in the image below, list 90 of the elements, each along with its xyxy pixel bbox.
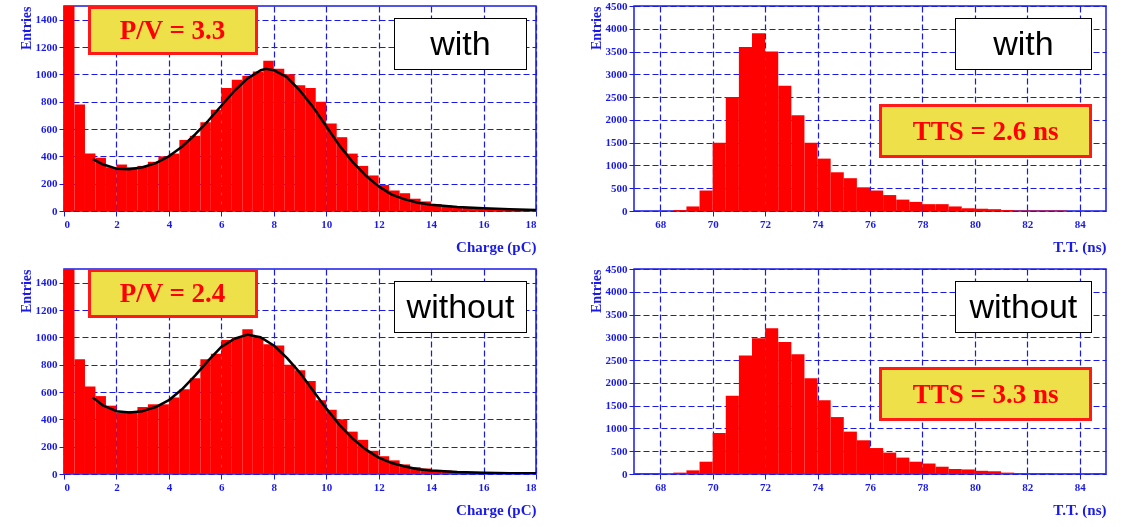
y-axis-title: Entries [18, 5, 34, 51]
y-tick-label: 0 [52, 467, 58, 480]
annotation: TTS = 3.3 ns [879, 367, 1092, 421]
x-tick-label: 70 [707, 480, 720, 493]
y-tick-label: 600 [41, 385, 58, 398]
x-tick-label: 16 [478, 217, 491, 230]
x-axis-title: Charge (pC) [456, 501, 537, 519]
x-tick-label: 12 [373, 480, 386, 493]
y-tick-label: 1500 [605, 399, 628, 412]
x-tick-label: 0 [64, 480, 71, 493]
x-tick-label: 74 [812, 480, 825, 493]
y-tick-label: 500 [611, 444, 628, 457]
y-tick-label: 200 [41, 440, 58, 453]
y-tick-label: 3000 [605, 330, 628, 343]
x-tick-label: 10 [321, 217, 333, 230]
x-tick-label: 4 [166, 217, 173, 230]
y-tick-label: 2500 [605, 90, 628, 103]
x-tick-label: 74 [812, 217, 825, 230]
y-tick-label: 1500 [605, 136, 628, 149]
x-tick-label: 12 [373, 217, 386, 230]
y-tick-label: 4500 [605, 262, 628, 275]
x-tick-label: 6 [219, 217, 226, 230]
x-tick-label: 8 [271, 217, 278, 230]
y-tick-label: 3500 [605, 45, 628, 58]
y-tick-label: 0 [622, 467, 628, 480]
x-axis-title: Charge (pC) [456, 238, 537, 256]
x-tick-label: 2 [114, 480, 121, 493]
y-tick-label: 1000 [605, 421, 628, 434]
x-tick-label: 6 [219, 480, 226, 493]
x-tick-label: 78 [917, 217, 929, 230]
x-tick-label: 18 [525, 217, 537, 230]
x-tick-label: 4 [166, 480, 173, 493]
y-tick-label: 4000 [605, 285, 628, 298]
y-tick-label: 800 [41, 358, 58, 371]
y-tick-label: 1000 [35, 330, 58, 343]
y-tick-label: 1000 [605, 158, 628, 171]
x-tick-label: 68 [655, 217, 667, 230]
y-tick-label: 3000 [605, 67, 628, 80]
x-tick-label: 76 [865, 217, 877, 230]
y-tick-label: 2500 [605, 353, 628, 366]
y-tick-label: 400 [41, 412, 58, 425]
y-axis-title: Entries [588, 5, 604, 51]
x-tick-label: 16 [478, 480, 491, 493]
y-axis-title: Entries [588, 268, 604, 314]
x-tick-label: 80 [969, 217, 982, 230]
x-tick-label: 8 [271, 480, 278, 493]
y-tick-label: 4500 [605, 0, 628, 12]
x-tick-label: 14 [426, 217, 438, 230]
y-tick-label: 1000 [35, 67, 58, 80]
y-tick-label: 2000 [605, 113, 628, 126]
y-tick-label: 0 [622, 204, 628, 217]
x-tick-label: 84 [1074, 217, 1087, 230]
x-axis-title: T.T. (ns) [1053, 238, 1107, 256]
x-tick-label: 18 [525, 480, 537, 493]
x-tick-label: 82 [1022, 217, 1034, 230]
y-tick-label: 3500 [605, 308, 628, 321]
y-tick-label: 1400 [35, 13, 58, 26]
y-tick-label: 2000 [605, 376, 628, 389]
annotation: with [394, 18, 527, 70]
y-tick-label: 800 [41, 95, 58, 108]
x-tick-label: 0 [64, 217, 71, 230]
y-tick-label: 1200 [35, 40, 58, 53]
annotation: P/V = 2.4 [87, 269, 258, 319]
x-tick-label: 82 [1022, 480, 1034, 493]
y-tick-label: 0 [52, 204, 58, 217]
x-tick-label: 2 [114, 217, 121, 230]
annotation: TTS = 2.6 ns [879, 104, 1092, 158]
x-tick-label: 70 [707, 217, 720, 230]
y-tick-label: 1200 [35, 303, 58, 316]
y-tick-label: 500 [611, 181, 628, 194]
x-tick-label: 76 [865, 480, 877, 493]
x-tick-label: 78 [917, 480, 929, 493]
x-tick-label: 68 [655, 480, 667, 493]
x-tick-label: 14 [426, 480, 438, 493]
x-tick-label: 72 [760, 217, 772, 230]
x-tick-label: 84 [1074, 480, 1087, 493]
y-axis-title: Entries [18, 268, 34, 314]
annotation: P/V = 3.3 [87, 6, 258, 56]
annotation: without [394, 281, 527, 333]
annotation: with [954, 18, 1092, 70]
x-tick-label: 10 [321, 480, 333, 493]
x-tick-label: 72 [760, 480, 772, 493]
y-tick-label: 400 [41, 149, 58, 162]
x-axis-title: T.T. (ns) [1053, 501, 1107, 519]
y-tick-label: 600 [41, 122, 58, 135]
y-tick-label: 4000 [605, 22, 628, 35]
y-tick-label: 200 [41, 177, 58, 190]
y-tick-label: 1400 [35, 276, 58, 289]
x-tick-label: 80 [969, 480, 982, 493]
annotation: without [954, 281, 1092, 333]
